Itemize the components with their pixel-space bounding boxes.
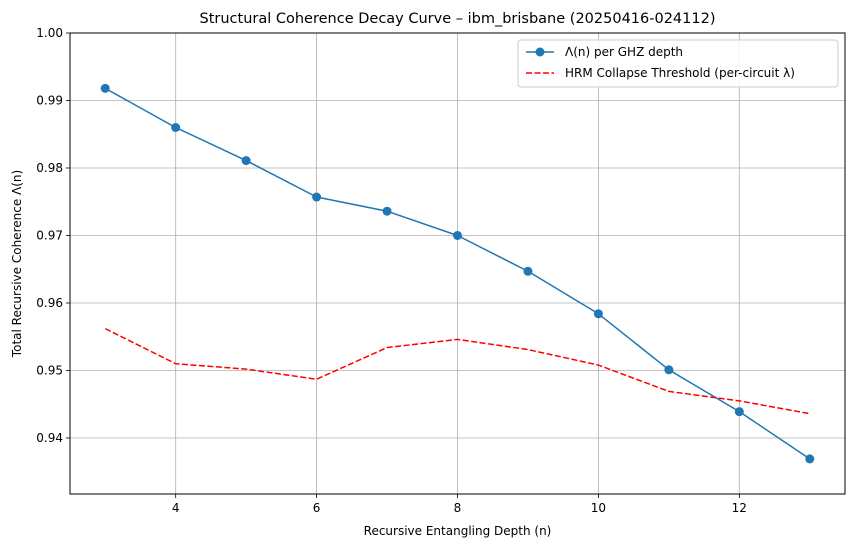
x-tick-label: 8 bbox=[454, 501, 462, 515]
y-tick-label: 1.00 bbox=[36, 26, 63, 40]
data-point bbox=[241, 156, 251, 166]
axis-ticks: 4 6 8 10 12 0.94 0.95 0.96 0.97 0.98 0.99 1.00 bbox=[36, 26, 747, 515]
x-tick-label: 4 bbox=[172, 501, 180, 515]
x-tick-label: 12 bbox=[732, 501, 747, 515]
x-tick-label: 10 bbox=[591, 501, 606, 515]
y-tick-label: 0.94 bbox=[36, 431, 63, 445]
y-tick-label: 0.98 bbox=[36, 161, 63, 175]
x-tick-label: 6 bbox=[313, 501, 321, 515]
series-line-1 bbox=[104, 327, 810, 415]
legend-box bbox=[517, 39, 839, 88]
y-tick-label: 0.96 bbox=[36, 296, 63, 310]
data-point bbox=[734, 407, 744, 417]
legend-marker-lambda bbox=[535, 47, 545, 57]
y-tick-label: 0.97 bbox=[36, 228, 63, 242]
data-point bbox=[171, 122, 181, 132]
chart-title: Structural Coherence Decay Curve – ibm_b… bbox=[200, 11, 716, 27]
x-axis-title: Recursive Entangling Depth (n) bbox=[364, 524, 552, 538]
data-point bbox=[593, 309, 603, 319]
legend: Λ(n) per GHZ depth HRM Collapse Threshol… bbox=[517, 39, 839, 88]
data-point bbox=[523, 266, 533, 276]
y-axis-title: Total Recursive Coherence Λ(n) bbox=[10, 170, 24, 358]
grid bbox=[70, 32, 845, 494]
legend-label-lambda: Λ(n) per GHZ depth bbox=[565, 45, 683, 59]
data-point bbox=[805, 454, 815, 464]
data-point bbox=[382, 206, 392, 216]
legend-label-threshold: HRM Collapse Threshold (per-circuit λ) bbox=[565, 66, 795, 80]
data-point bbox=[312, 192, 322, 202]
series-layer bbox=[100, 83, 815, 464]
data-point bbox=[100, 83, 110, 93]
y-tick-label: 0.99 bbox=[36, 93, 63, 107]
data-point bbox=[664, 365, 674, 375]
data-point bbox=[453, 230, 462, 240]
y-tick-label: 0.95 bbox=[36, 363, 63, 377]
